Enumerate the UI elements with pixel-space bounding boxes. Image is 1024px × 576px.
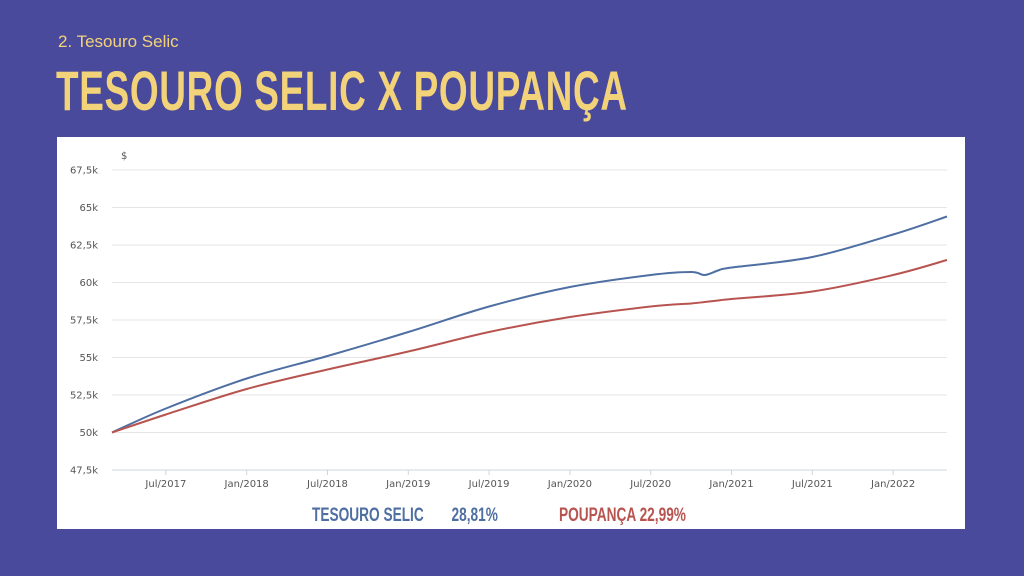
x-tick-label: Jul/2021 <box>791 479 833 490</box>
series-line-poupanca <box>111 259 948 434</box>
slide-title: TESOURO SELIC X POUPANÇA <box>56 59 628 122</box>
y-tick-label: 47,5k <box>70 466 98 477</box>
grid-lines <box>112 169 947 471</box>
y-tick-label: 62,5k <box>70 241 98 252</box>
y-tick-label: 52,5k <box>70 391 98 402</box>
x-tick-label: Jul/2018 <box>306 479 348 490</box>
y-tick-label: 67,5k <box>70 166 98 177</box>
legend-selic-label: TESOURO SELIC <box>312 505 424 526</box>
y-tick-label: 55k <box>79 353 98 364</box>
y-tick-label: 60k <box>79 278 98 289</box>
x-axis: Jul/2017 Jan/2018 Jul/2018 Jan/2019 Jul/2019… <box>144 470 915 490</box>
x-tick-label: Jul/2017 <box>144 479 186 490</box>
x-tick-label: Jan/2019 <box>385 479 430 490</box>
chart-panel: 47,5k 50k 52,5k 55k 57,5k 60k 62,5k 65k 67,5k Ju… <box>57 137 965 529</box>
legend-poupanca-value: 22,99% <box>639 505 686 526</box>
slide-subtitle: 2. Tesouro Selic <box>58 32 179 51</box>
legend-selic-value: 28,81% <box>451 505 498 526</box>
x-tick-label: Jan/2018 <box>224 479 269 490</box>
legend-poupanca-label: POUPANÇA <box>559 505 636 526</box>
x-tick-label: Jan/2022 <box>870 479 915 490</box>
x-tick-label: Jan/2021 <box>708 479 753 490</box>
x-tick-label: Jul/2019 <box>468 479 510 490</box>
y-tick-label: 50k <box>79 428 98 439</box>
series-lines <box>111 215 948 434</box>
line-chart: 47,5k 50k 52,5k 55k 57,5k 60k 62,5k 65k 67,5k Ju… <box>70 151 948 490</box>
legend-selic: TESOURO SELIC 28,81% <box>312 505 498 527</box>
y-tick-label: 57,5k <box>70 316 98 327</box>
y-axis-label: $ <box>121 151 127 162</box>
y-axis: 47,5k 50k 52,5k 55k 57,5k 60k 62,5k 65k 67,5k <box>70 166 98 477</box>
x-tick-label: Jan/2020 <box>547 479 592 490</box>
series-line-tesouro-selic <box>111 215 948 434</box>
legend-poupanca: POUPANÇA 22,99% <box>559 505 686 527</box>
y-tick-label: 65k <box>79 203 98 214</box>
x-tick-label: Jul/2020 <box>629 479 671 490</box>
